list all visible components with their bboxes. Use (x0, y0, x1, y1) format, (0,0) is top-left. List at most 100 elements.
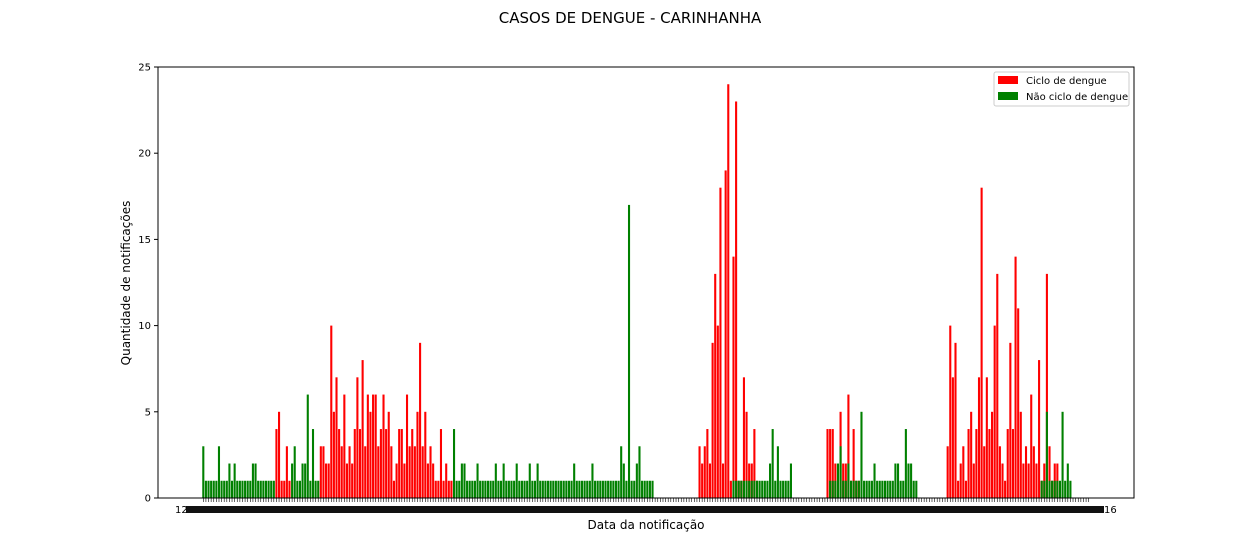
bar-ciclo (967, 429, 970, 498)
y-tick-label: 0 (145, 494, 151, 505)
bar-ciclo (983, 446, 986, 498)
bar-nao-ciclo (544, 480, 547, 498)
bar-ciclo (949, 325, 952, 498)
bar-ciclo (735, 101, 738, 498)
bar-ciclo (419, 342, 422, 498)
bar-ciclo (447, 480, 450, 498)
bar-ciclo (954, 342, 957, 498)
bar-ciclo (977, 377, 981, 498)
bar-nao-ciclo (855, 480, 858, 498)
bar-ciclo (353, 429, 356, 498)
bar-ciclo (361, 360, 364, 498)
bar-nao-ciclo (745, 480, 748, 498)
bar-ciclo (701, 463, 704, 498)
bar-nao-ciclo (500, 480, 503, 498)
bar-nao-ciclo (910, 463, 913, 498)
bar-ciclo (962, 446, 965, 498)
bar-nao-ciclo (620, 446, 623, 498)
bar-ciclo (991, 411, 994, 498)
bar-nao-ciclo (732, 480, 735, 498)
bar-nao-ciclo (609, 480, 612, 498)
bar-ciclo (413, 446, 416, 498)
bar-nao-ciclo (296, 480, 299, 498)
bar-nao-ciclo (604, 480, 607, 498)
bar-nao-ciclo (458, 480, 461, 498)
bar-nao-ciclo (641, 480, 644, 498)
bar-ciclo (946, 446, 949, 498)
bar-nao-ciclo (635, 463, 638, 498)
x-tick-label-last: 16 (1104, 505, 1117, 516)
bar-ciclo (358, 429, 362, 498)
y-tick-label: 10 (138, 321, 151, 332)
bar-ciclo (711, 342, 714, 498)
bar-ciclo (437, 480, 440, 498)
bar-nao-ciclo (552, 480, 555, 498)
bar-nao-ciclo (596, 480, 599, 498)
bar-nao-ciclo (831, 480, 834, 498)
bar-nao-ciclo (317, 480, 320, 498)
bar-nao-ciclo (630, 480, 633, 498)
bar-nao-ciclo (896, 463, 900, 498)
legend-box (993, 71, 1130, 107)
y-axis-ticks: 0 5 10 15 20 25 (138, 63, 158, 505)
bar-nao-ciclo (230, 480, 234, 498)
bar-nao-ciclo (847, 463, 850, 498)
bar-ciclo (332, 411, 335, 498)
bar-nao-ciclo (735, 480, 738, 498)
bar-nao-ciclo (578, 480, 581, 498)
bar-ciclo (445, 463, 448, 498)
x-tick-label-first: 12 (175, 505, 188, 516)
bar-nao-ciclo (309, 480, 312, 498)
bar-nao-ciclo (547, 480, 550, 498)
bar-nao-ciclo (627, 204, 631, 499)
bar-nao-ciclo (562, 480, 565, 498)
bar-nao-ciclo (228, 463, 231, 498)
bar-ciclo (1035, 463, 1038, 498)
bar-nao-ciclo (614, 480, 618, 498)
bar-ciclo (729, 480, 732, 498)
bar-ciclo (390, 446, 393, 498)
bar-nao-ciclo (860, 411, 863, 498)
bar-ciclo (852, 429, 855, 498)
bar-nao-ciclo (784, 480, 787, 498)
bar-nao-ciclo (533, 480, 537, 498)
bar-ciclo (716, 325, 719, 498)
bar-nao-ciclo (481, 480, 484, 498)
bar-ciclo (319, 446, 322, 498)
bar-ciclo (416, 411, 419, 498)
bar-nao-ciclo (883, 480, 887, 498)
bar-ciclo (998, 446, 1001, 498)
bar-nao-ciclo (528, 463, 531, 498)
legend-label-ciclo: Ciclo de dengue (1026, 76, 1107, 87)
bar-nao-ciclo (863, 480, 866, 498)
bar-ciclo (964, 480, 967, 498)
bar-nao-ciclo (251, 463, 254, 498)
bar-nao-ciclo (223, 480, 226, 498)
bar-nao-ciclo (468, 480, 471, 498)
bar-nao-ciclo (526, 480, 529, 498)
bar-ciclo (708, 463, 712, 498)
bar-ciclo (395, 463, 398, 498)
bar-ciclo (340, 446, 343, 498)
plot-area-frame (157, 66, 1135, 499)
bar-nao-ciclo (740, 480, 743, 498)
bar-ciclo (951, 377, 954, 498)
bar-nao-ciclo (857, 480, 860, 498)
bar-nao-ciclo (298, 480, 301, 498)
bar-ciclo (1027, 463, 1030, 498)
bar-nao-ciclo (601, 480, 604, 498)
bar-ciclo (442, 480, 445, 498)
bar-nao-ciclo (789, 463, 792, 498)
bar-nao-ciclo (915, 480, 918, 498)
bar-ciclo (408, 446, 411, 498)
bar-nao-ciclo (622, 463, 625, 498)
chart-title: CASOS DE DENGUE - CARINHANHA (499, 9, 762, 27)
bar-nao-ciclo (617, 480, 620, 498)
bar-ciclo (280, 480, 283, 498)
bar-ciclo (400, 429, 403, 498)
bar-ciclo (829, 429, 832, 498)
bar-nao-ciclo (220, 480, 223, 498)
bar-nao-ciclo (212, 480, 215, 498)
bar-ciclo (327, 463, 330, 498)
